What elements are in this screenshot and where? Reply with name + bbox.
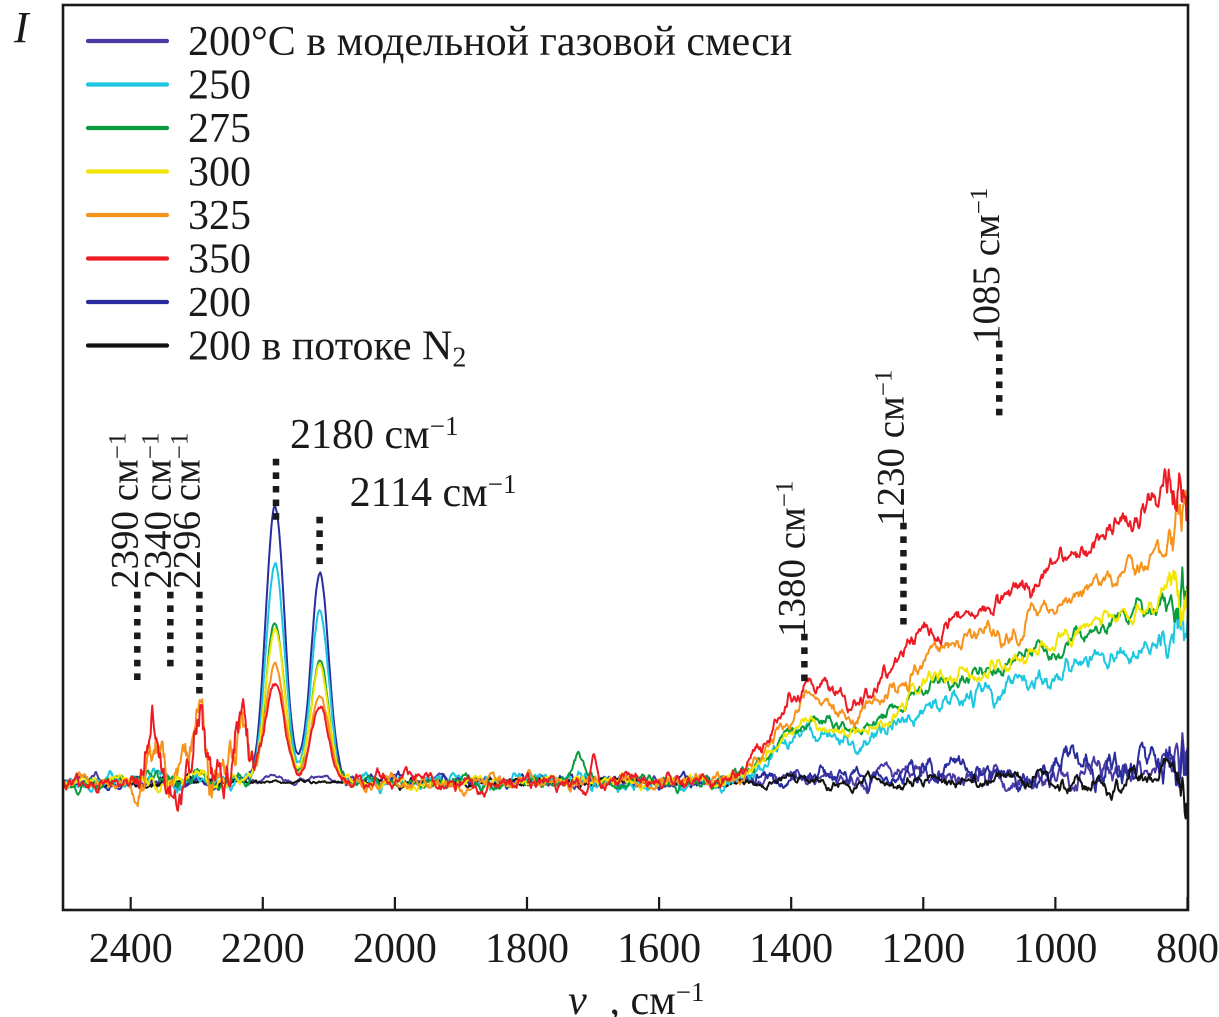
svg-text:200: 200 — [188, 280, 251, 326]
svg-text:350: 350 — [188, 237, 251, 283]
svg-text:1600: 1600 — [617, 926, 701, 972]
svg-text:1200: 1200 — [881, 926, 965, 972]
svg-text:250: 250 — [188, 63, 251, 109]
svg-text:2200: 2200 — [221, 926, 305, 972]
svg-text:1000: 1000 — [1013, 926, 1097, 972]
svg-text:200 в потоке N2: 200 в потоке N2 — [188, 324, 466, 374]
svg-text:2000: 2000 — [353, 926, 437, 972]
svg-text:1800: 1800 — [485, 926, 569, 972]
svg-text:2400: 2400 — [89, 926, 173, 972]
svg-text:ν: ν — [568, 978, 587, 1017]
svg-text:300: 300 — [188, 150, 251, 196]
svg-text:800: 800 — [1156, 926, 1219, 972]
svg-text:275: 275 — [188, 106, 251, 152]
svg-text:1400: 1400 — [749, 926, 833, 972]
svg-text:I: I — [13, 3, 31, 52]
svg-text:325: 325 — [188, 193, 251, 239]
svg-text:200°С в модельной газовой смес: 200°С в модельной газовой смеси — [188, 19, 792, 65]
